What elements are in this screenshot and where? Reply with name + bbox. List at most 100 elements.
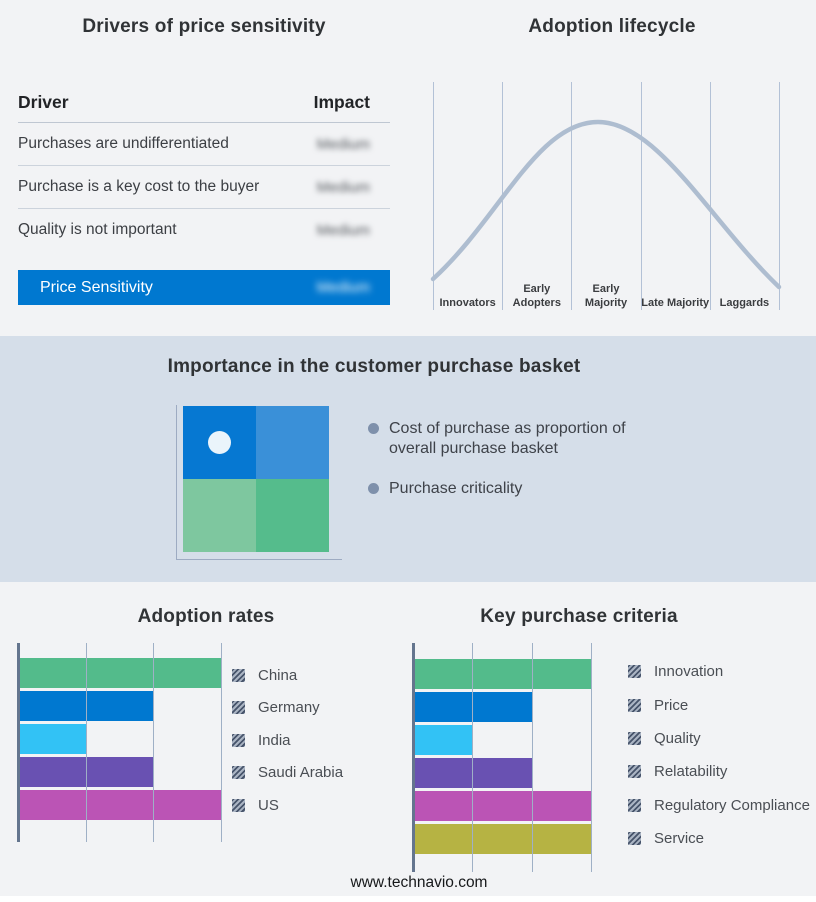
table-row: Purchases are undifferentiated Medium: [18, 123, 390, 166]
bar-germany: [19, 691, 154, 721]
bar-price: [414, 692, 533, 722]
adoption-rates-legend: China Germany India Saudi Arabia US: [232, 659, 343, 822]
legend-label: Regulatory Compliance: [654, 796, 810, 814]
stage-label: Early Majority: [584, 283, 628, 309]
drivers-table: Driver Impact Purchases are undifferenti…: [18, 92, 390, 251]
value-axis: [412, 643, 415, 872]
bell-curve: [430, 119, 782, 290]
stage-label: Laggards: [719, 297, 770, 309]
hatched-swatch-icon: [628, 665, 641, 679]
purchase-basket-quadrant: [183, 406, 329, 552]
legend-item: China: [232, 659, 343, 692]
impact-cell-blurred: Medium: [316, 135, 370, 153]
legend-label: India: [258, 731, 291, 749]
stage-label: Late Majority: [641, 297, 710, 309]
price-sensitivity-label: Price Sensitivity: [40, 278, 153, 296]
hatched-swatch-icon: [628, 698, 641, 712]
adoption-rates-title: Adoption rates: [137, 606, 275, 627]
impact-column-header: Impact: [313, 92, 370, 112]
legend-label: Germany: [258, 699, 320, 717]
legend-label: Price: [654, 696, 689, 714]
bullet-text: Cost of purchase as proportion of overal…: [389, 420, 626, 457]
stage-divider-line: [640, 82, 642, 310]
stage-label: Innovators: [439, 297, 496, 309]
legend-label: China: [258, 666, 298, 684]
table-row: Purchase is a key cost to the buyer Medi…: [18, 166, 390, 209]
legend-item: US: [232, 789, 343, 822]
bullet-icon: [368, 423, 379, 434]
drivers-table-header: Driver Impact: [18, 92, 390, 123]
bar-china: [19, 658, 222, 688]
value-axis: [17, 643, 20, 842]
hatched-swatch-icon: [232, 733, 245, 747]
bar-regulatory-compliance: [414, 791, 592, 821]
quadrant-axes: [176, 405, 342, 560]
price-sensitivity-highlight-row: Price Sensitivity Medium: [18, 270, 390, 305]
key-criteria-title: Key purchase criteria: [480, 606, 678, 627]
bar-innovation: [414, 659, 592, 689]
bar-saudi-arabia: [19, 757, 154, 787]
bar-india: [19, 724, 87, 754]
bar-relatability: [414, 758, 533, 788]
gridline: [153, 643, 154, 842]
legend-item: Regulatory Compliance: [628, 789, 810, 822]
stage-label: Early Adopters: [512, 283, 561, 309]
legend-label: Innovation: [654, 663, 724, 681]
position-marker-dot: [208, 431, 231, 454]
hatched-swatch-icon: [232, 798, 245, 812]
legend-item: India: [232, 724, 343, 757]
stage-divider-line: [571, 82, 573, 310]
bar-service: [414, 824, 592, 854]
legend-item: Quality: [628, 722, 810, 755]
bar-quality: [414, 725, 474, 755]
legend-item: Price: [628, 688, 810, 721]
quadrant-top-left: [183, 406, 256, 479]
stage-labels: Innovators Early Adopters Early Majority La…: [433, 274, 779, 310]
quadrant-bottom-left: [183, 479, 256, 552]
legend-label: Saudi Arabia: [258, 764, 344, 782]
adoption-lifecycle-chart: Innovators Early Adopters Early Majority La…: [415, 80, 795, 312]
bullet-text: Purchase criticality: [389, 480, 523, 497]
stage-divider-line: [433, 82, 434, 310]
hatched-swatch-icon: [628, 765, 641, 779]
driver-cell: Purchase is a key cost to the buyer: [18, 178, 260, 195]
impact-cell-blurred: Medium: [316, 279, 370, 296]
list-item: Purchase criticality: [368, 479, 636, 499]
legend-item: Saudi Arabia: [232, 757, 343, 790]
hatched-swatch-icon: [232, 668, 245, 682]
hatched-swatch-icon: [628, 731, 641, 745]
bullet-icon: [368, 483, 379, 494]
gridline: [590, 643, 592, 872]
legend-label: US: [258, 796, 279, 814]
footer-url: www.technavio.com: [350, 874, 488, 891]
quadrant-bottom-right: [256, 479, 329, 552]
legend-label: Relatability: [654, 763, 728, 781]
legend-item: Relatability: [628, 755, 810, 788]
hatched-swatch-icon: [628, 832, 641, 846]
basket-bullet-list: Cost of purchase as proportion of overal…: [368, 419, 636, 520]
gridline: [85, 643, 87, 842]
bar-us: [19, 790, 222, 820]
lifecycle-title: Adoption lifecycle: [528, 16, 696, 37]
list-item: Cost of purchase as proportion of overal…: [368, 419, 636, 458]
table-row: Quality is not important Medium: [18, 209, 390, 251]
hatched-swatch-icon: [232, 766, 245, 780]
adoption-rates-chart: [17, 643, 249, 842]
legend-item: Innovation: [628, 655, 810, 688]
gridline: [531, 643, 533, 872]
gridline: [472, 643, 474, 872]
key-criteria-chart: [412, 643, 599, 872]
drivers-title: Drivers of price sensitivity: [82, 16, 326, 37]
legend-item: Service: [628, 822, 810, 855]
quadrant-top-right: [256, 406, 329, 479]
gridline: [220, 643, 222, 842]
impact-cell-blurred: Medium: [316, 221, 370, 239]
stage-divider-line: [709, 82, 711, 310]
driver-column-header: Driver: [18, 92, 69, 112]
bottom-white-strip: [0, 896, 816, 902]
legend-label: Quality: [654, 729, 701, 747]
middle-band-background: [0, 336, 816, 582]
hatched-swatch-icon: [628, 798, 641, 812]
impact-cell-blurred: Medium: [316, 178, 370, 196]
